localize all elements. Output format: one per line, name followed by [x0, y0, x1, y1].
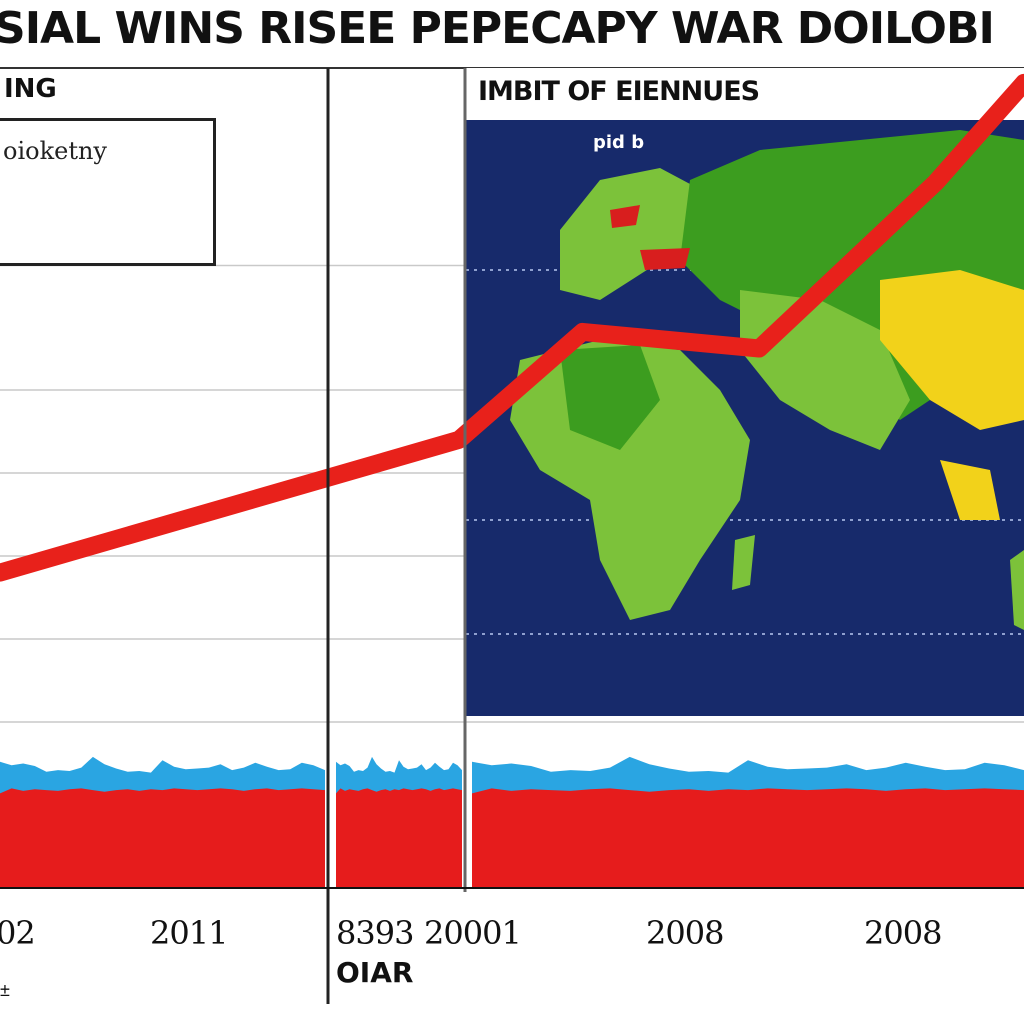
map-australia-edge — [1010, 550, 1024, 630]
x-axis-label: OIAR — [336, 956, 414, 989]
chart-title: SIAL WINS RISEE PEPECAPY WAR DOILOBI — [0, 3, 995, 54]
map-madagascar — [732, 535, 755, 590]
map-europe — [560, 168, 720, 300]
area-series — [0, 756, 1024, 888]
corner-mark: ± — [0, 980, 10, 1000]
trend-line — [0, 73, 1024, 582]
red-area-series — [336, 788, 462, 888]
map-panel-label: IMBIT OF EIENNUES — [478, 76, 760, 107]
x-tick-label: 20001 — [424, 914, 522, 952]
left-panel-label: ING — [4, 74, 57, 104]
map-southeast-asia — [940, 460, 1000, 520]
map-china — [880, 270, 1024, 430]
map-sahara — [560, 345, 660, 450]
legend-text: oioketny — [3, 137, 107, 165]
red-area-series — [0, 788, 325, 888]
x-tick-label: 02 — [0, 914, 36, 952]
legend-box: oioketny — [0, 118, 216, 266]
x-tick-label: 2008 — [646, 914, 724, 952]
panel-dividers — [0, 68, 1024, 1004]
line-series — [0, 73, 1024, 582]
x-tick-label: 2011 — [150, 914, 228, 952]
map-hotspot — [640, 248, 690, 270]
map-sublabel: pid b — [593, 132, 645, 153]
map-hotspot — [610, 205, 640, 228]
x-tick-label: 2008 — [864, 914, 942, 952]
map-header-band — [466, 68, 1024, 120]
world-map — [466, 68, 1024, 716]
red-area-series — [472, 788, 1024, 888]
x-tick-label: 8393 — [336, 914, 414, 952]
